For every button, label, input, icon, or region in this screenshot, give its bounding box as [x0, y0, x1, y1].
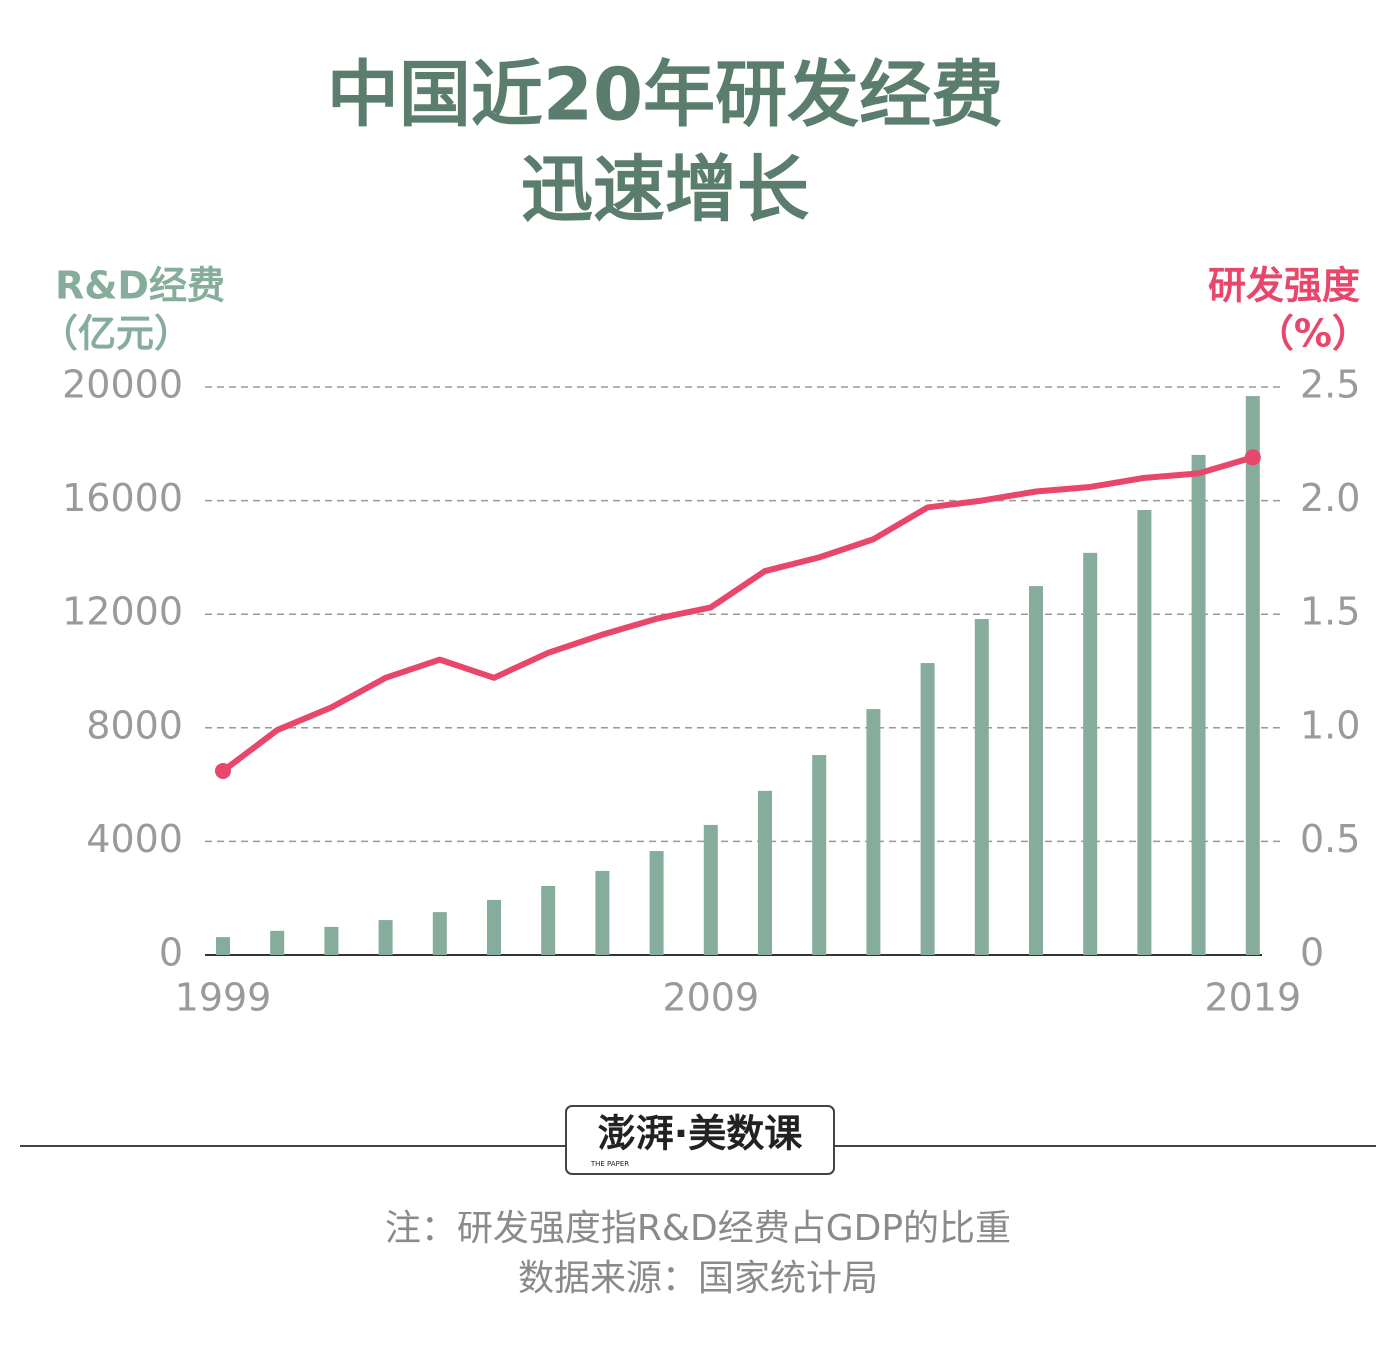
y-tick-label: 12000 [62, 590, 183, 634]
bar [270, 930, 285, 955]
y2-tick-label: 0.5 [1300, 817, 1360, 861]
bar [378, 920, 393, 955]
bar [920, 663, 935, 955]
logo-box [565, 1105, 835, 1175]
x-tick-label: 2009 [662, 976, 759, 1020]
y2-tick-label: 2.0 [1300, 476, 1360, 520]
y2-axis-label: 研发强度 [1208, 264, 1360, 308]
bar [1137, 509, 1152, 955]
y-tick-label: 0 [159, 931, 183, 975]
y2-tick-label: 1.0 [1300, 703, 1360, 747]
bar [324, 926, 339, 955]
y-axis-label: （亿元） [40, 312, 192, 356]
y-tick-label: 4000 [86, 817, 183, 861]
bar [1029, 586, 1043, 955]
source: 数据来源：国家统计局 [518, 1258, 878, 1299]
note: 注：研发强度指R&D经费占GDP的比重 [385, 1208, 1011, 1249]
bar [487, 899, 501, 955]
bar [812, 755, 827, 955]
bar [974, 619, 989, 955]
bar [758, 790, 772, 955]
bar [703, 824, 718, 955]
bar [432, 912, 447, 955]
y2-tick-label: 2.5 [1300, 363, 1360, 407]
line-end-dot [1244, 449, 1261, 466]
y-axis-label: R&D经费 [55, 264, 225, 308]
chart-title: 中国近20年研发经费 [327, 53, 1003, 137]
x-tick-label: 2019 [1204, 976, 1301, 1020]
bar [216, 937, 230, 955]
y2-tick-label: 0 [1300, 931, 1324, 975]
bar [1083, 552, 1098, 955]
x-tick-label: 1999 [175, 976, 272, 1020]
line [221, 454, 1254, 774]
bar [649, 851, 664, 955]
y-tick-label: 16000 [62, 476, 183, 520]
bar [541, 885, 556, 955]
y-tick-label: 20000 [62, 363, 183, 407]
bar [866, 709, 881, 955]
logo-sub: THE PAPER [590, 1160, 629, 1168]
y-tick-label: 8000 [86, 703, 183, 747]
logo: 澎湃·美数课 [598, 1112, 802, 1156]
bar [595, 870, 610, 955]
line-end-dot [215, 762, 231, 779]
bar [1191, 454, 1206, 955]
bar [1245, 396, 1260, 955]
chart-title: 迅速增长 [521, 148, 809, 232]
y2-tick-label: 1.5 [1300, 590, 1360, 634]
y2-axis-label: （%） [1256, 312, 1370, 356]
